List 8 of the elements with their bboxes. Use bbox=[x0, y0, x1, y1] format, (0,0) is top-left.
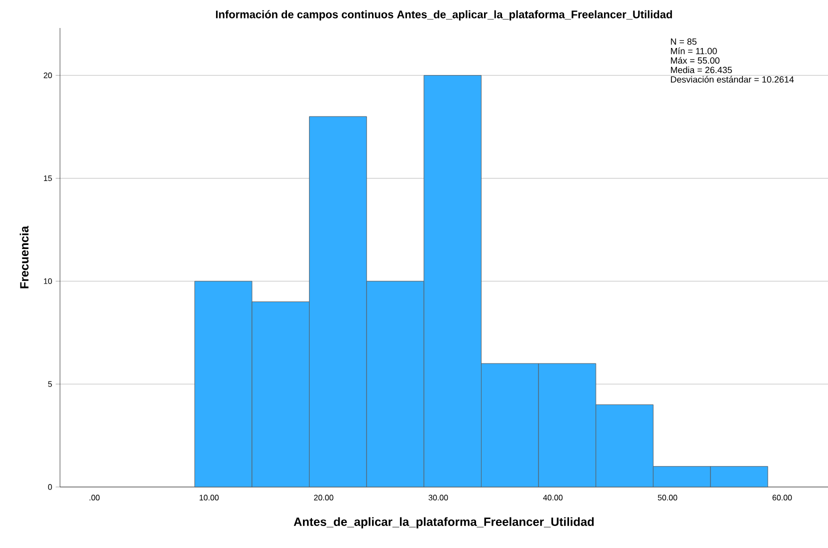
annotation: Mín = 11.00 bbox=[670, 48, 717, 54]
x-axis-title: Antes_de_aplicar_la_plataforma_Freelancer_Utilidad bbox=[294, 517, 594, 528]
annotation: Media = 26.435 bbox=[670, 66, 732, 74]
y-axis-title: Frecuencia bbox=[20, 226, 29, 288]
annotation: Desviación estándar = 10.2614 bbox=[670, 76, 794, 83]
annotation: Máx = 55.00 bbox=[670, 56, 720, 64]
annotation: N = 85 bbox=[670, 38, 697, 45]
chart-title: Información de campos continuos Antes_de_aplicar_la_plataforma_Freelancer_Utilidad bbox=[216, 10, 672, 20]
